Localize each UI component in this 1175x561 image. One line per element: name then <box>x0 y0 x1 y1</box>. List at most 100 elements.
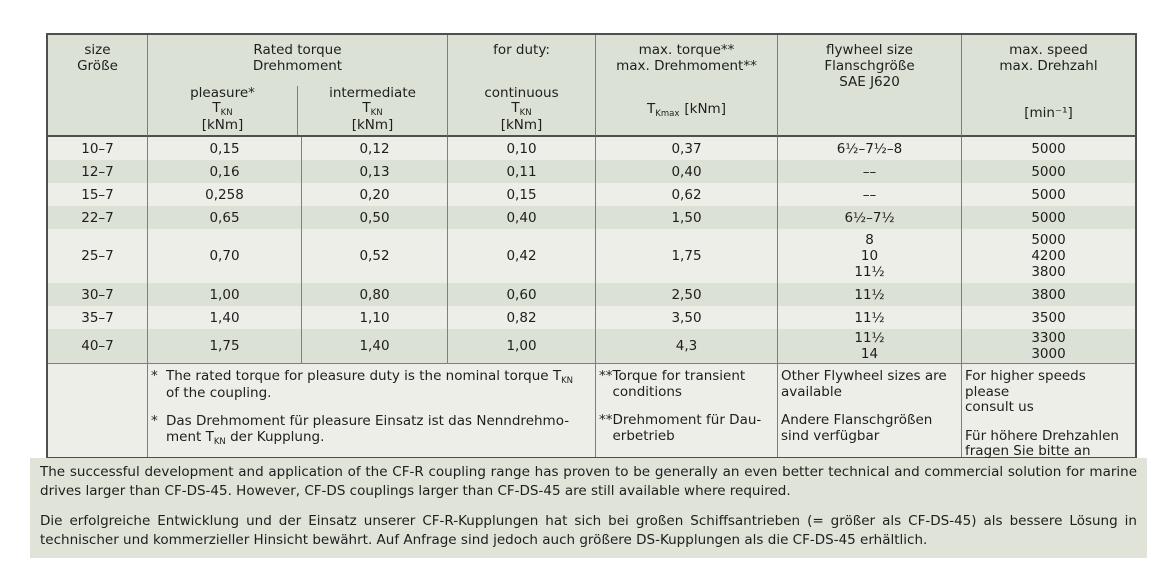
cell-pleasure: 0,70 <box>147 229 301 283</box>
header-max-torque-de: max. Drehmoment** <box>616 58 757 74</box>
cell-size: 12–7 <box>48 160 147 183</box>
header-max-speed-de: max. Drehzahl <box>999 58 1098 74</box>
cell-max-torque: 2,50 <box>595 283 777 306</box>
cell-size: 15–7 <box>48 183 147 206</box>
double-asterisk-marker: ** <box>599 368 613 384</box>
header-for-duty-label: for duty: <box>493 42 550 58</box>
footnote-speed-en: For higher speeds please consult us <box>965 368 1086 415</box>
header-flywheel-en: flywheel size <box>826 42 913 58</box>
cell-flywheel: –– <box>777 160 961 183</box>
cell-max-torque: 0,40 <box>595 160 777 183</box>
footnote-max-torque-en: ** Torque for transient conditions <box>599 368 746 400</box>
footnote-rated-torque-de: * Das Drehmoment für pleasure Einsatz is… <box>151 413 570 447</box>
header-pleasure: pleasure* TKN [kNm] <box>148 86 297 135</box>
cell-intermediate: 1,40 <box>301 329 447 363</box>
cell-speed: 3300 3000 <box>961 329 1135 363</box>
torque-unit: [kNm] <box>201 116 244 133</box>
description-block: The successful development and applicati… <box>30 458 1147 558</box>
torque-symbol: TKN <box>362 100 383 118</box>
header-pleasure-label: pleasure* <box>190 85 255 101</box>
cell-size: 35–7 <box>48 306 147 329</box>
cell-pleasure: 0,15 <box>147 137 301 160</box>
description-de: Die erfolgreiche Entwicklung und der Ein… <box>40 513 1137 548</box>
header-flywheel: flywheel size Flanschgröße SAE J620 <box>777 35 961 137</box>
cell-speed: 5000 4200 3800 <box>961 229 1135 283</box>
footnote-flywheel-en: Other Flywheel sizes are available <box>781 368 947 400</box>
cell-max-torque: 3,50 <box>595 306 777 329</box>
cell-continuous: 0,10 <box>447 137 595 160</box>
cell-size: 40–7 <box>48 329 147 363</box>
cell-speed: 5000 <box>961 206 1135 229</box>
header-rated-torque-de: Drehmoment <box>252 58 343 74</box>
tkmax-symbol: TKmax [kNm] <box>647 101 726 119</box>
speed-unit: [min⁻¹] <box>1024 105 1073 121</box>
cell-intermediate: 0,50 <box>301 206 447 229</box>
header-rated-torque: Rated torque Drehmoment pleasure* TKN [k… <box>147 35 447 137</box>
cell-size: 10–7 <box>48 137 147 160</box>
header-rated-torque-en: Rated torque <box>253 42 342 58</box>
cell-size: 22–7 <box>48 206 147 229</box>
cell-speed: 5000 <box>961 183 1135 206</box>
cell-speed: 5000 <box>961 160 1135 183</box>
cell-intermediate: 0,13 <box>301 160 447 183</box>
cell-flywheel: 11½ <box>777 283 961 306</box>
cell-continuous: 0,40 <box>447 206 595 229</box>
cell-speed: 5000 <box>961 137 1135 160</box>
footnote-max-torque: ** Torque for transient conditions ** Dr… <box>595 363 777 457</box>
cell-flywheel: 11½ <box>777 306 961 329</box>
double-asterisk-marker: ** <box>599 412 613 428</box>
footnote-empty-cell <box>48 363 147 457</box>
cell-flywheel: 8 10 11½ <box>777 229 961 283</box>
cell-max-torque: 0,37 <box>595 137 777 160</box>
cell-speed: 3500 <box>961 306 1135 329</box>
header-max-torque-en: max. torque** <box>638 42 735 58</box>
cell-flywheel: 11½ 14 <box>777 329 961 363</box>
header-max-torque: max. torque** max. Drehmoment** TKmax [kN… <box>595 35 777 137</box>
cell-intermediate: 0,20 <box>301 183 447 206</box>
header-intermediate: intermediate TKN [kNm] <box>297 86 447 135</box>
cell-pleasure: 0,65 <box>147 206 301 229</box>
footnote-max-torque-de: ** Drehmoment für Dau- erbetrieb <box>599 412 762 444</box>
cell-intermediate: 0,80 <box>301 283 447 306</box>
cell-max-torque: 0,62 <box>595 183 777 206</box>
cell-speed: 3800 <box>961 283 1135 306</box>
cell-flywheel: 6½–7½ <box>777 206 961 229</box>
header-flywheel-de: Flanschgröße <box>824 58 915 74</box>
footnote-rated-torque: * The rated torque for pleasure duty is … <box>147 363 595 457</box>
cell-pleasure: 1,00 <box>147 283 301 306</box>
asterisk-marker: * <box>151 413 158 429</box>
footnote-flywheel: Other Flywheel sizes are available Ander… <box>777 363 961 457</box>
cell-pleasure: 1,75 <box>147 329 301 363</box>
cell-pleasure: 1,40 <box>147 306 301 329</box>
header-size-de: Größe <box>77 58 118 74</box>
cell-flywheel: 6½–7½–8 <box>777 137 961 160</box>
header-continuous: continuous TKN [kNm] <box>448 86 595 135</box>
asterisk-marker: * <box>151 368 158 384</box>
footnote-speed: For higher speeds please consult us Für … <box>961 363 1135 459</box>
cell-continuous: 1,00 <box>447 329 595 363</box>
cell-continuous: 0,15 <box>447 183 595 206</box>
cell-pleasure: 0,16 <box>147 160 301 183</box>
cell-continuous: 0,82 <box>447 306 595 329</box>
cell-intermediate: 0,52 <box>301 229 447 283</box>
description-en: The successful development and applicati… <box>40 464 1137 499</box>
cell-max-torque: 1,75 <box>595 229 777 283</box>
cell-continuous: 0,11 <box>447 160 595 183</box>
cell-max-torque: 4,3 <box>595 329 777 363</box>
cell-max-torque: 1,50 <box>595 206 777 229</box>
torque-unit: [kNm] <box>351 116 394 133</box>
cell-size: 30–7 <box>48 283 147 306</box>
cell-intermediate: 0,12 <box>301 137 447 160</box>
header-flywheel-standard: SAE J620 <box>839 74 900 90</box>
torque-unit: [kNm] <box>500 116 543 133</box>
footnote-speed-de: Für höhere Drehzahlen fragen Sie bitte a… <box>965 427 1119 459</box>
cell-continuous: 0,42 <box>447 229 595 283</box>
footnote-rated-torque-en: * The rated torque for pleasure duty is … <box>151 368 574 401</box>
header-size: size Größe <box>48 35 147 137</box>
cell-intermediate: 1,10 <box>301 306 447 329</box>
header-continuous-label: continuous <box>484 85 559 101</box>
cell-size: 25–7 <box>48 229 147 283</box>
header-for-duty: for duty: continuous TKN [kNm] <box>447 35 595 137</box>
header-intermediate-label: intermediate <box>329 85 416 101</box>
cell-continuous: 0,60 <box>447 283 595 306</box>
